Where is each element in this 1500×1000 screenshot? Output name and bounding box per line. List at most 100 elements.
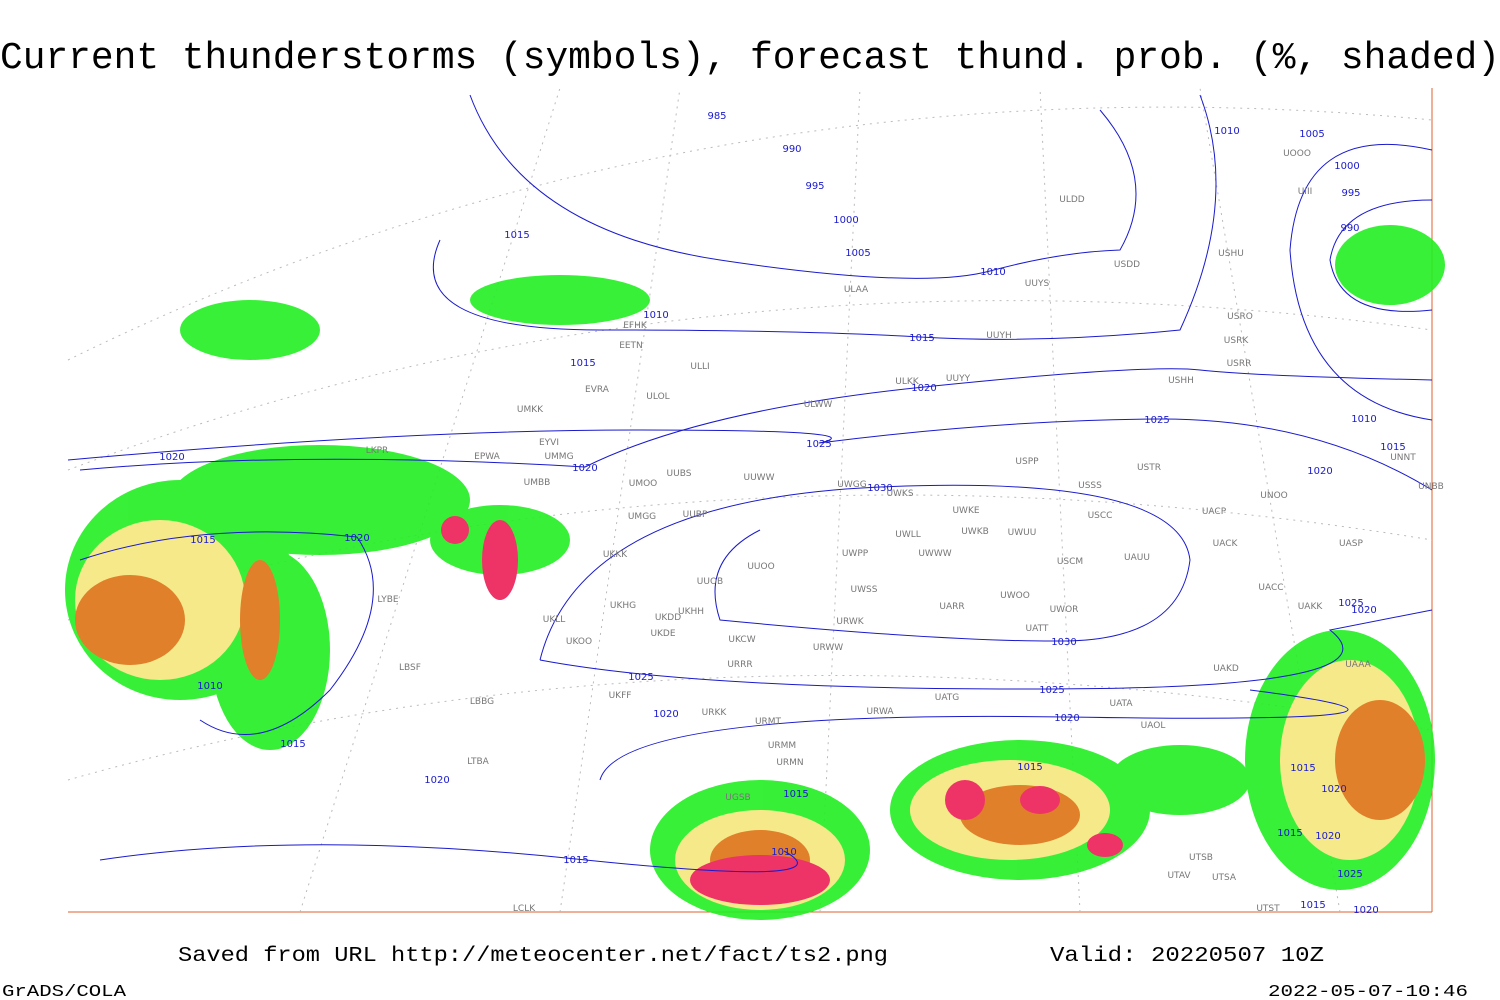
station-code: UTSA: [1212, 873, 1237, 883]
station-code: UWOO: [1000, 591, 1030, 601]
isobar-label: 1005: [845, 248, 870, 259]
station-code: UWOR: [1050, 605, 1079, 615]
isobar-label: 1015: [1300, 900, 1325, 911]
station-code: USDD: [1114, 260, 1140, 270]
isobar-label: 1025: [806, 439, 831, 450]
station-code: UNNT: [1390, 453, 1416, 463]
station-code: EFHK: [623, 321, 648, 331]
isobar-label: 1010: [980, 267, 1005, 278]
station-code: UUBS: [667, 469, 692, 479]
station-code: UKHH: [678, 607, 704, 617]
station-code: LBSF: [399, 663, 421, 673]
station-code: URKK: [702, 708, 728, 718]
station-code: UKOO: [566, 637, 592, 647]
station-code: URMT: [755, 717, 782, 727]
station-code: UKLL: [543, 615, 566, 625]
station-code: USCC: [1088, 511, 1113, 521]
valid-time: Valid: 20220507 10Z: [1050, 945, 1324, 968]
station-code: ULWW: [804, 400, 833, 410]
isobar-label: 1020: [159, 452, 184, 463]
station-code: LCLK: [513, 904, 536, 914]
station-code: UTSB: [1189, 853, 1213, 863]
title: Current thunderstorms (symbols), forecas…: [0, 37, 1500, 80]
station-code: LKPR: [366, 446, 389, 456]
station-code: LYBE: [377, 595, 398, 605]
station-code: UARR: [939, 602, 964, 612]
isobar-label: 1000: [833, 215, 858, 226]
station-code: UWWW: [918, 549, 951, 559]
station-code: UGSB: [725, 793, 750, 803]
isobar-label: 985: [707, 111, 726, 122]
isobar-label: 1020: [424, 775, 449, 786]
isobar-label: 1020: [1321, 784, 1346, 795]
isobar-label: 1015: [783, 789, 808, 800]
isobar-label: 1025: [1337, 869, 1362, 880]
station-code: UUYY: [946, 374, 971, 384]
isobar-label: 1025: [1144, 415, 1169, 426]
isobar-label: 1005: [1299, 129, 1324, 140]
isobar-label: 1020: [1353, 905, 1378, 916]
station-code: URMM: [768, 741, 796, 751]
station-code: UAAA: [1345, 660, 1371, 670]
station-code: USRO: [1227, 312, 1253, 322]
station-code: UKHG: [610, 601, 636, 611]
station-code: USSS: [1078, 481, 1102, 491]
isobar-label: 1020: [1054, 713, 1079, 724]
station-code: UATG: [935, 693, 960, 703]
isobar-label: 995: [1341, 188, 1360, 199]
isobar-label: 1020: [344, 533, 369, 544]
station-code: ULAA: [844, 285, 869, 295]
isobar-label: 1015: [1290, 763, 1315, 774]
station-code: LTBA: [467, 757, 489, 767]
station-code: ULKK: [895, 377, 920, 387]
station-code: UAOL: [1141, 721, 1166, 731]
station-code: UKFF: [609, 691, 632, 701]
isobar-label: 1030: [867, 483, 892, 494]
station-code: USCM: [1057, 557, 1083, 567]
isobar-label: 1020: [572, 463, 597, 474]
isobar-label: 1010: [643, 310, 668, 321]
isobar-label: 995: [805, 181, 824, 192]
station-code: UACP: [1202, 507, 1227, 517]
station-code: UKDD: [655, 613, 681, 623]
isobar-label: 1015: [280, 739, 305, 750]
station-code: UMMG: [544, 452, 573, 462]
station-code: USRK: [1224, 336, 1250, 346]
software: GrADS/COLA: [2, 983, 127, 1000]
isobar-label: 1015: [1017, 762, 1042, 773]
station-code: UKKK: [603, 550, 628, 560]
isobar-label: 1010: [1214, 126, 1239, 137]
station-code: UTST: [1256, 904, 1280, 914]
station-code: UAKK: [1298, 602, 1324, 612]
station-code: UKDE: [650, 629, 675, 639]
station-code: UWSS: [851, 585, 878, 595]
station-code: EVRA: [585, 385, 610, 395]
station-code: ULDD: [1059, 195, 1085, 205]
isobar-label: 1025: [1338, 598, 1363, 609]
isobar-label: 1000: [1334, 161, 1359, 172]
station-code: URRR: [727, 660, 752, 670]
station-code: UWGG: [837, 480, 866, 490]
station-code: UAUU: [1124, 553, 1150, 563]
station-code: UAKD: [1213, 664, 1239, 674]
station-code: UACC: [1258, 583, 1283, 593]
station-code: ULOL: [646, 392, 669, 402]
isobar-label: 1015: [570, 358, 595, 369]
station-code: USRR: [1227, 359, 1252, 369]
station-labels: ULDD USDD USHU UUYS ULAA UUYH EFHK EETN ULLI EVRA…: [366, 149, 1444, 914]
isobar-label: 1030: [1051, 637, 1076, 648]
isobar-label: 1020: [1351, 605, 1376, 616]
station-code: UASP: [1339, 539, 1363, 549]
station-code: UUOB: [697, 577, 723, 587]
station-code: URWA: [866, 707, 894, 717]
station-code: UUBP: [683, 510, 708, 520]
station-code: USHU: [1218, 249, 1244, 259]
station-code: UWKE: [952, 506, 979, 516]
station-code: UMGG: [628, 512, 656, 522]
station-code: UWKB: [961, 527, 989, 537]
station-code: EETN: [619, 341, 643, 351]
station-code: EYVI: [539, 438, 559, 448]
station-code: USTR: [1137, 463, 1161, 473]
